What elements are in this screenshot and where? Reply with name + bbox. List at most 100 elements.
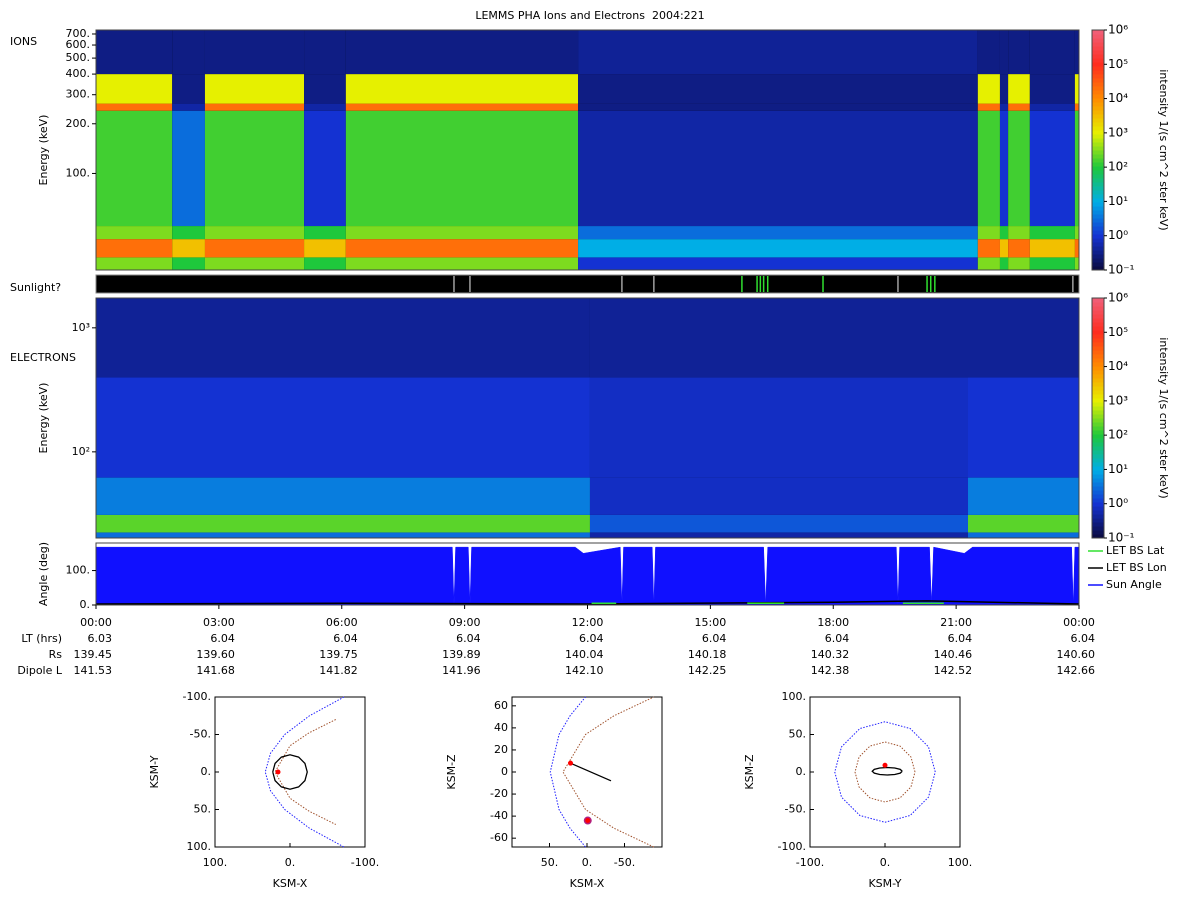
colorbar-step (1092, 82, 1104, 87)
colorbar-step (1092, 166, 1104, 171)
heat-cell (1029, 30, 1075, 75)
heat-cell (578, 30, 978, 75)
heat-cell (172, 110, 205, 227)
heat-cell (96, 532, 590, 538)
colorbar-step (1092, 426, 1104, 431)
colorbar-step (1092, 86, 1104, 91)
heat-cell (578, 103, 978, 111)
heat-cell (578, 110, 978, 227)
x-tick-label: 00:00 (1063, 616, 1095, 629)
heat-cell (204, 239, 305, 258)
heat-cell (999, 110, 1009, 227)
legend-label: Sun Angle (1106, 578, 1162, 591)
y-tick-label: 10³ (72, 321, 90, 334)
colorbar-step (1092, 370, 1104, 375)
heat-cell (999, 226, 1009, 240)
y-tick-label: 400. (66, 67, 91, 80)
colorbar-step (1092, 522, 1104, 527)
colorbar-step (1092, 406, 1104, 411)
colorbar-step (1092, 154, 1104, 159)
ephemeris-value: 139.75 (319, 648, 358, 661)
colorbar-step (1092, 186, 1104, 191)
colorbar-step (1092, 430, 1104, 435)
colorbar-step (1092, 150, 1104, 155)
colorbar-step (1092, 470, 1104, 475)
colorbar-step (1092, 366, 1104, 371)
heat-cell (304, 239, 346, 258)
heat-cell (172, 103, 205, 111)
y-tick-label: 0 (501, 765, 508, 778)
colorbar-step (1092, 134, 1104, 139)
x-tick-label: -100. (351, 856, 379, 869)
colorbar-step (1092, 330, 1104, 335)
colorbar-step (1092, 230, 1104, 235)
heat-cell (999, 257, 1009, 270)
x-axis-label: KSM-X (273, 877, 308, 890)
heat-cell (977, 74, 1000, 104)
heat-cell (1074, 74, 1079, 104)
colorbar-step (1092, 250, 1104, 255)
heat-cell (1008, 30, 1030, 75)
colorbar-tick-label: 10⁰ (1108, 496, 1128, 510)
colorbar-step (1092, 258, 1104, 263)
heat-cell (999, 74, 1009, 104)
colorbar-step (1092, 346, 1104, 351)
colorbar-step (1092, 326, 1104, 331)
x-tick-label: 100. (948, 856, 973, 869)
heat-cell (172, 239, 205, 258)
heat-cell (578, 257, 978, 270)
colorbar-tick-label: 10⁴ (1108, 359, 1128, 373)
heat-cell (1008, 239, 1030, 258)
heat-cell (977, 226, 1000, 240)
heat-cell (1029, 74, 1075, 104)
chart-title: LEMMS PHA Ions and Electrons 2004:221 (475, 9, 704, 22)
colorbar-label: intensity 1/(s cm^2 ster keV) (1157, 337, 1170, 498)
heat-cell (1008, 74, 1030, 104)
heat-cell (304, 257, 346, 270)
y-axis-label: Angle (deg) (37, 542, 50, 606)
orbit-curve (871, 766, 903, 776)
heat-cell (345, 239, 579, 258)
y-tick-label: 20 (494, 743, 508, 756)
y-tick-label: 700. (66, 27, 91, 40)
heat-cell (1008, 226, 1030, 240)
colorbar-step (1092, 450, 1104, 455)
ephemeris-value: 141.53 (74, 664, 113, 677)
colorbar-step (1092, 246, 1104, 251)
colorbar-step (1092, 70, 1104, 75)
colorbar-step (1092, 458, 1104, 463)
colorbar-step (1092, 226, 1104, 231)
y-tick-label: 100. (187, 840, 212, 853)
y-tick-label: 500. (66, 51, 91, 64)
y-tick-label: -50. (785, 803, 806, 816)
legend-label: LET BS Lon (1106, 561, 1167, 574)
heat-cell (96, 30, 173, 75)
heat-cell (96, 103, 173, 111)
y-tick-label: -50. (190, 728, 211, 741)
heat-cell (977, 103, 1000, 111)
plot-frame (95, 297, 1080, 539)
colorbar-step (1092, 502, 1104, 507)
colorbar-step (1092, 422, 1104, 427)
area (95, 546, 1080, 606)
y-tick-label: -100. (778, 840, 806, 853)
orbit-curve (272, 754, 308, 790)
x-tick-label: 21:00 (940, 616, 972, 629)
position-marker (568, 760, 573, 766)
ephemeris-value: 142.52 (934, 664, 973, 677)
colorbar-step (1092, 114, 1104, 119)
colorbar-step (1092, 214, 1104, 219)
heat-cell (345, 226, 579, 240)
colorbar-step (1092, 218, 1104, 223)
colorbar-step (1092, 178, 1104, 183)
colorbar-step (1092, 354, 1104, 359)
colorbar-tick-label: 10⁰ (1108, 228, 1128, 242)
y-axis-label: KSM-Z (445, 754, 458, 790)
heat-cell (1029, 110, 1075, 227)
colorbar-tick-label: 10⁻¹ (1108, 531, 1135, 545)
colorbar-step (1092, 102, 1104, 107)
heat-cell (589, 298, 969, 378)
heat-cell (968, 514, 1079, 533)
